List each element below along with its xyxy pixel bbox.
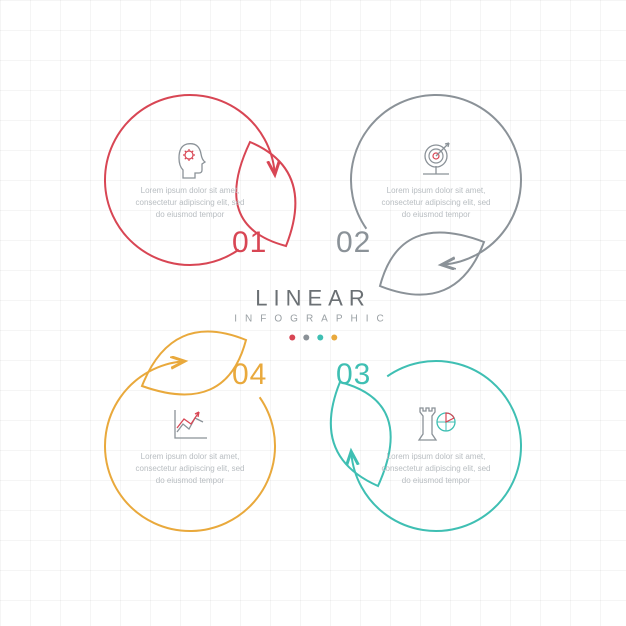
dot-3 [317, 335, 323, 341]
step-02: Lorem ipsum dolor sit amet, consectetur … [351, 95, 521, 265]
step-04-text: Lorem ipsum dolor sit amet, consectetur … [130, 451, 250, 487]
line-chart-icon [169, 405, 211, 445]
step-02-text: Lorem ipsum dolor sit amet, consectetur … [376, 185, 496, 221]
center-title-block: LINEAR INFOGRAPHIC [234, 286, 391, 341]
step-03-number: 03 [336, 358, 371, 392]
title-sub: INFOGRAPHIC [234, 314, 391, 325]
chess-rook-icon [414, 405, 458, 445]
step-01-number: 01 [232, 226, 267, 260]
head-gear-icon [169, 139, 211, 179]
dot-4 [331, 335, 337, 341]
step-01-text: Lorem ipsum dolor sit amet, consectetur … [130, 185, 250, 221]
step-03: Lorem ipsum dolor sit amet, consectetur … [351, 361, 521, 531]
dot-2 [303, 335, 309, 341]
step-04-number: 04 [232, 358, 267, 392]
target-icon [415, 139, 457, 179]
dot-1 [289, 335, 295, 341]
step-02-number: 02 [336, 226, 371, 260]
step-03-text: Lorem ipsum dolor sit amet, consectetur … [376, 451, 496, 487]
color-dots [234, 335, 391, 341]
title-main: LINEAR [234, 286, 391, 312]
